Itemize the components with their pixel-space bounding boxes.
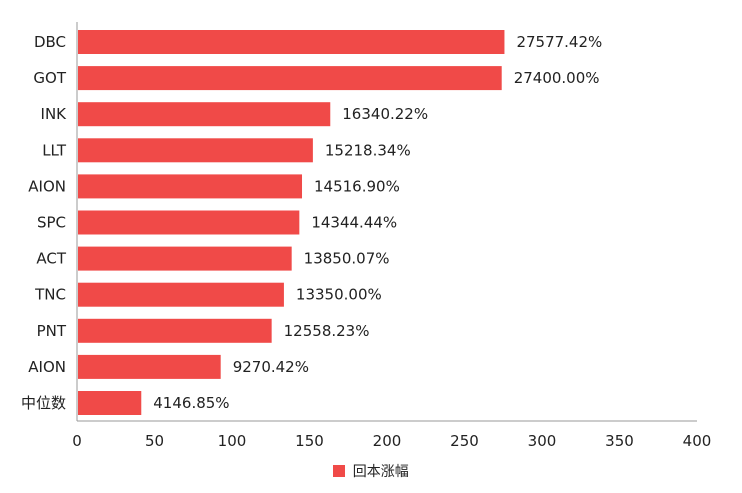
bars-group [78,30,505,415]
y-tick-label-6: ACT [36,250,66,268]
y-tick-label-2: INK [41,105,68,123]
bar-8 [78,318,272,343]
bar-10 [78,391,142,415]
data-label-0: 27577.42% [516,33,602,51]
y-tick-label-9: AION [28,358,66,376]
x-tick-label-4: 200 [373,432,402,450]
legend-label: 回本涨幅 [352,464,409,480]
data-label-10: 4146.85% [153,394,229,412]
x-tick-label-5: 250 [450,432,479,450]
legend-swatch [333,465,346,477]
y-tick-label-8: PNT [37,322,67,340]
data-label-1: 27400.00% [514,69,600,87]
legend: 回本涨幅 [0,461,742,481]
y-tick-label-0: DBC [34,33,66,51]
y-tick-label-10: 中位数 [21,394,66,412]
data-label-7: 13350.00% [296,286,382,304]
bar-9 [78,354,221,379]
data-label-8: 12558.23% [284,322,370,340]
x-tick-label-1: 50 [145,432,164,450]
bar-2 [78,102,331,127]
x-tick-label-0: 0 [72,432,82,450]
y-tick-labels: DBC GOT INK LLT AION SPC ACT TNC PNT AION 中位数 [21,33,67,412]
data-label-9: 9270.42% [233,358,309,376]
x-tick-labels: 0 50 100 150 200 250 300 350 400 [72,432,711,450]
data-label-4: 14516.90% [314,177,400,195]
data-label-5: 14344.44% [311,214,397,232]
data-label-6: 13850.07% [304,250,390,268]
bar-6 [78,246,292,271]
y-tick-label-5: SPC [37,214,66,232]
x-tick-label-2: 100 [218,432,247,450]
bar-4 [78,174,303,199]
x-tick-label-3: 150 [295,432,324,450]
bar-7 [78,282,284,307]
y-tick-label-1: GOT [33,69,66,87]
x-tick-label-6: 300 [528,432,557,450]
bar-0 [78,30,505,54]
bar-3 [78,138,313,163]
data-labels: 27577.42% 27400.00% 16340.22% 15218.34% 1451… [153,33,602,412]
y-tick-label-7: TNC [34,286,66,304]
bar-5 [78,210,300,235]
y-tick-label-4: AION [28,177,66,195]
x-tick-label-8: 400 [683,432,712,450]
bar-1 [78,66,502,91]
data-label-3: 15218.34% [325,141,411,159]
x-tick-label-7: 350 [605,432,634,450]
data-label-2: 16340.22% [342,105,428,123]
y-tick-label-3: LLT [42,141,67,159]
